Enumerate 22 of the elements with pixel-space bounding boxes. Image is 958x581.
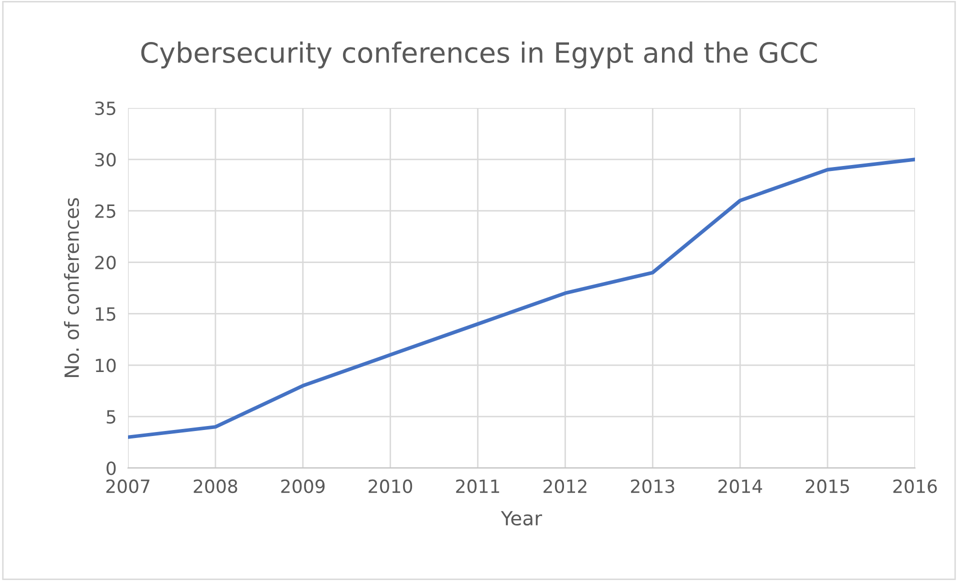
chart-title: Cybersecurity conferences in Egypt and the GCC — [141, 42, 817, 68]
y-tick-label: 35 — [95, 101, 116, 116]
y-tick-label: 5 — [106, 410, 116, 424]
y-tick-label: 10 — [96, 358, 116, 372]
y-tick-label: 20 — [95, 256, 116, 270]
y-tick-label: 0 — [106, 461, 116, 476]
line-series — [128, 158, 915, 439]
x-tick-label: 2007 — [106, 479, 150, 494]
x-tick-label: 2011 — [456, 479, 500, 494]
x-tick-label: 2015 — [806, 479, 849, 494]
x-tick-label: 2013 — [631, 479, 674, 494]
x-axis-title: Year — [500, 511, 542, 526]
y-tick-label: 30 — [95, 152, 116, 167]
x-tick-label: 2014 — [718, 479, 762, 494]
x-tick-label: 2008 — [194, 479, 238, 494]
y-axis-title: No. of conferences — [64, 198, 80, 377]
x-tick-label: 2016 — [893, 479, 937, 494]
y-tick-label: 25 — [95, 204, 116, 218]
x-tick-label: 2012 — [544, 479, 586, 494]
x-tick-label: 2009 — [281, 479, 325, 494]
x-tick-label: 2010 — [368, 479, 412, 494]
y-tick-label: 15 — [96, 307, 116, 321]
